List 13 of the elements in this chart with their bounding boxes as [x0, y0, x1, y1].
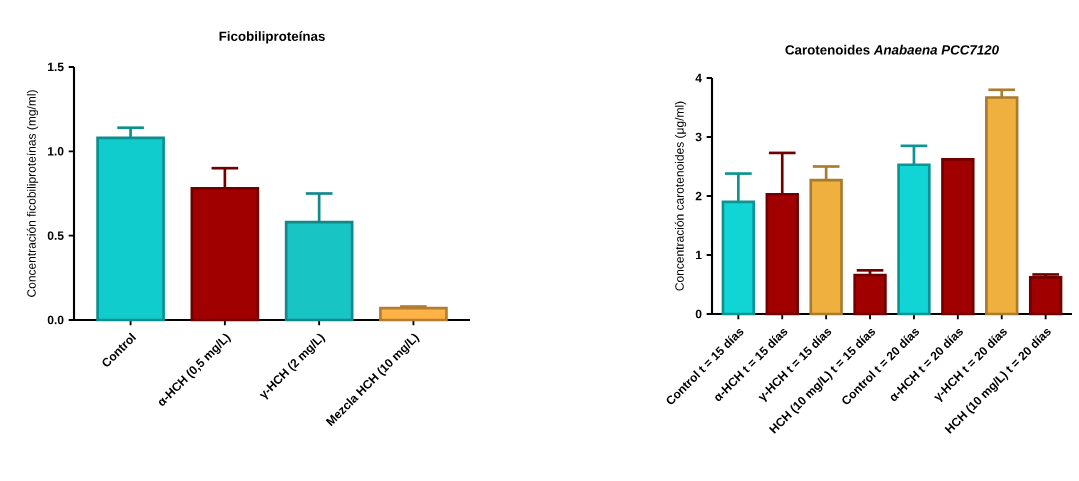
y-tick-label: 2	[695, 191, 702, 201]
y-tick-label: 3	[695, 132, 702, 142]
y-tick-label: 1.5	[48, 62, 64, 72]
chart-title: Carotenoides Anabaena PCC7120	[785, 44, 999, 55]
y-tick-label: 1	[696, 250, 702, 260]
y-tick-label: 0.5	[47, 231, 64, 240]
y-tick-label: 1.0	[48, 147, 64, 156]
y-axis-title: Concentración carotenoides (μg/ml)	[674, 101, 687, 291]
y-tick-label: 0	[695, 309, 702, 319]
y-tick-label: 0.0	[47, 315, 64, 325]
y-tick-label: 4	[695, 73, 702, 83]
chart-title: Ficobiliproteínas	[219, 31, 325, 44]
y-axis-title: Concentración ficobiliproteínas (mg/ml)	[26, 90, 39, 297]
